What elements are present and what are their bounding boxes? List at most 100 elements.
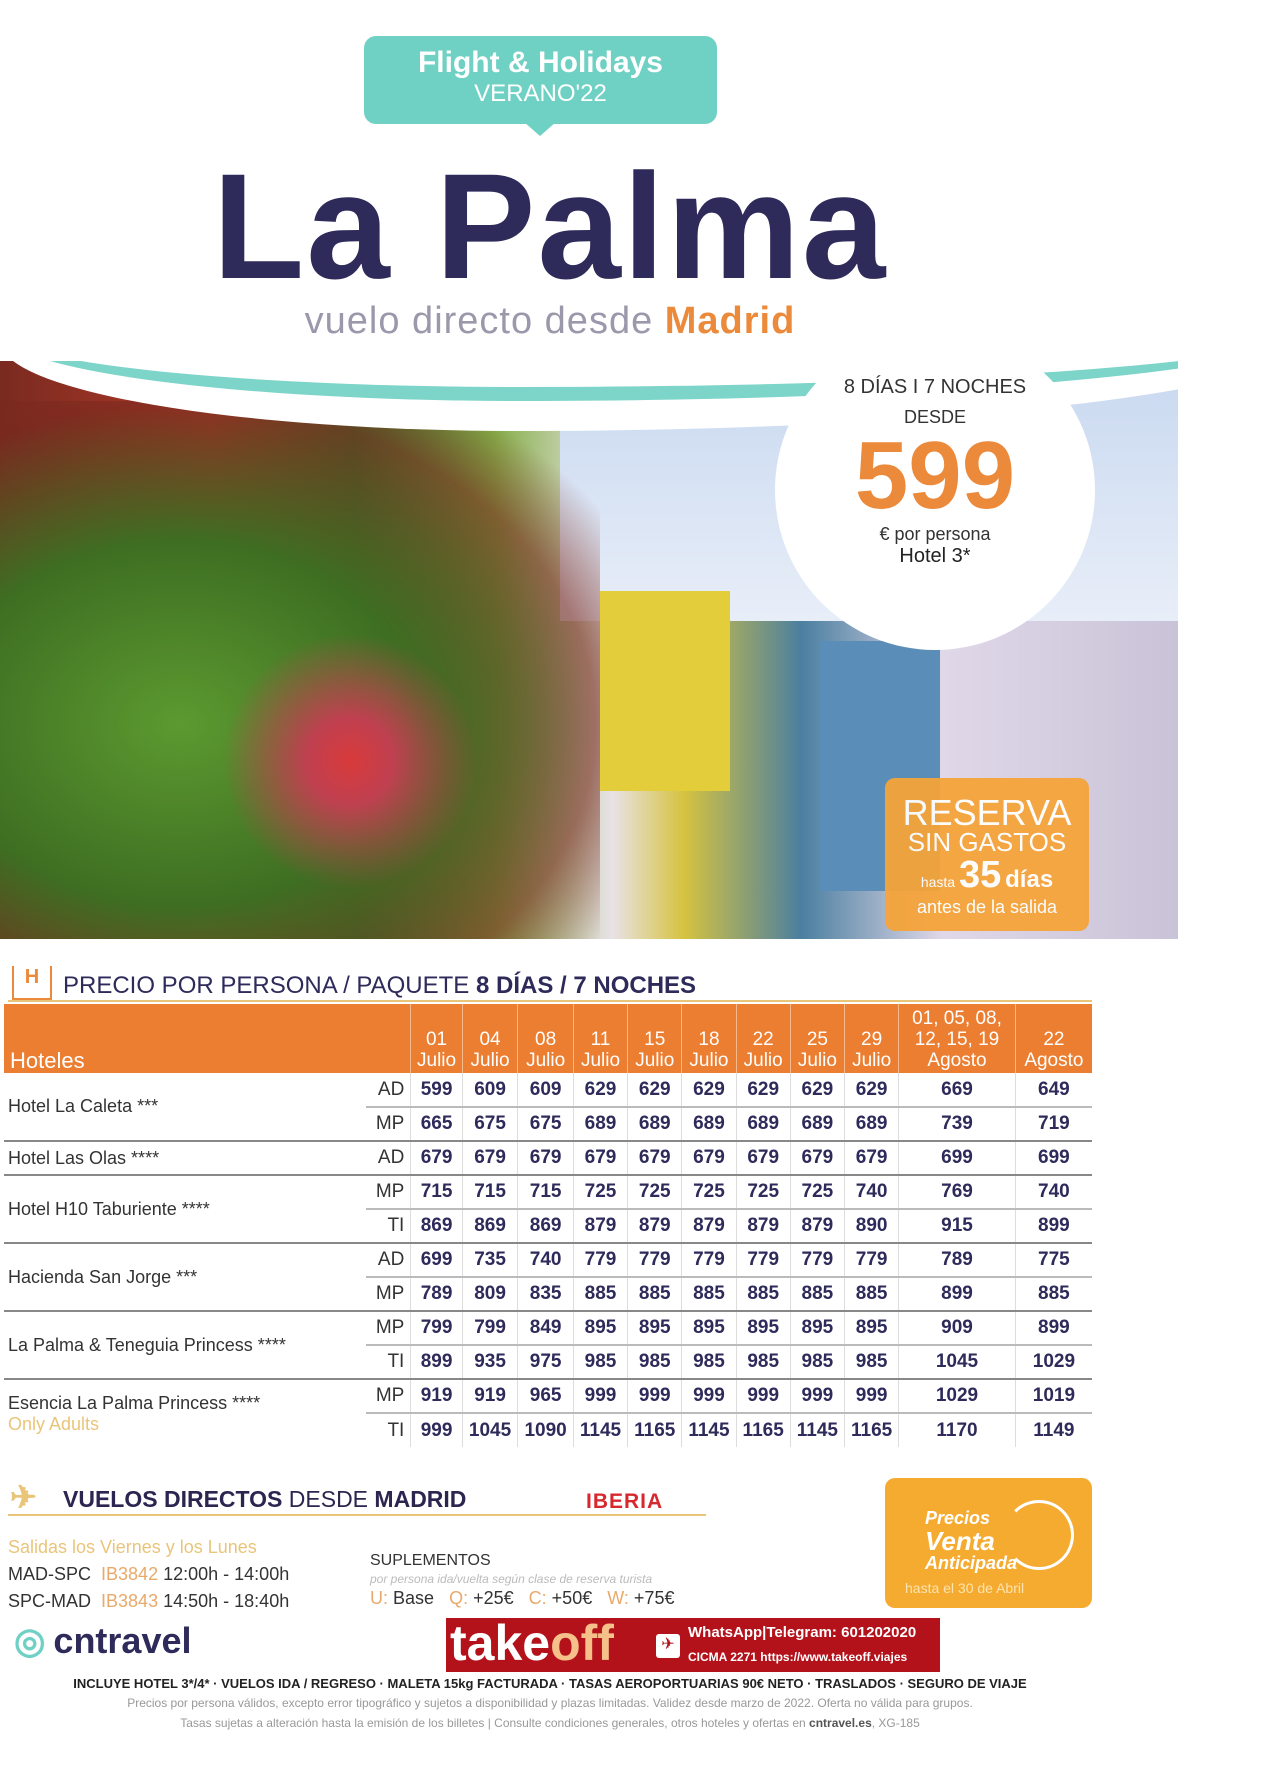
- price-cell: 849: [517, 1310, 574, 1345]
- advance-sale-badge: Precios Venta Anticipada hasta el 30 de …: [885, 1478, 1092, 1608]
- flights-title-3: MADRID: [374, 1486, 467, 1512]
- iberia-logo: IBERIA: [586, 1490, 664, 1513]
- price-cell: 629: [681, 1073, 737, 1107]
- price-cell: 1165: [843, 1412, 899, 1447]
- clock-icon: [1004, 1500, 1074, 1570]
- date-column-header: 04 Julio: [461, 1004, 518, 1073]
- duration: 8 DÍAS I 7 NOCHES: [843, 376, 1027, 398]
- price-cell: 740: [843, 1174, 899, 1209]
- price-cell: 869: [517, 1208, 574, 1243]
- price-circle: 8 DÍAS I 7 NOCHES DESDE 599 € por person…: [775, 330, 1095, 650]
- price-cell: 1029: [1014, 1344, 1092, 1379]
- price-cell: 689: [789, 1106, 845, 1141]
- flight-route: MAD-SPC IB3842 12:00h - 14:00h: [8, 1564, 290, 1584]
- regime: AD: [365, 1140, 411, 1175]
- advance-l2: Venta: [925, 1526, 995, 1556]
- regime: MP: [365, 1174, 411, 1209]
- table-row: Hotel H10 Taburiente **** MP 715 715 715 725 7…: [4, 1174, 1092, 1243]
- subtitle-text: vuelo directo desde: [304, 300, 665, 342]
- price-cell: 629: [789, 1073, 845, 1107]
- price-cell: 985: [735, 1344, 791, 1379]
- price-cell: 799: [410, 1310, 463, 1345]
- regime: AD: [365, 1242, 411, 1277]
- price-cell: 679: [789, 1140, 845, 1175]
- price-cell: 779: [789, 1242, 845, 1277]
- date-column-header: 29 Julio: [843, 1004, 899, 1073]
- price-cell: 715: [410, 1174, 463, 1209]
- regime: TI: [365, 1412, 411, 1447]
- price-cell: 789: [410, 1276, 463, 1311]
- regime: MP: [365, 1106, 411, 1141]
- hotel-name: Hotel Las Olas ****: [4, 1140, 366, 1175]
- hotel-note: Only Adults: [8, 1413, 100, 1434]
- price-cell: 629: [735, 1073, 791, 1107]
- brand-name: cntravel: [53, 1620, 192, 1661]
- price-cell: 1149: [1014, 1412, 1092, 1447]
- date-column-header: 22 Agosto: [1014, 1004, 1092, 1073]
- price-cell: 899: [1014, 1208, 1092, 1243]
- table-row: Hotel La Caleta *** AD 599 609 609 629 629 629 6…: [4, 1073, 1092, 1116]
- date-column-header: 22 Julio: [735, 1004, 791, 1073]
- price-cell: 1145: [789, 1412, 845, 1447]
- price-unit: € por persona: [879, 524, 991, 544]
- hotel-category: Hotel 3*: [899, 545, 971, 567]
- takeoff-contact: WhatsApp|Telegram: 601202020: [688, 1624, 917, 1641]
- plane-icon: ✈: [656, 1634, 680, 1658]
- price-cell: 885: [681, 1276, 737, 1311]
- price-cell: 885: [843, 1276, 899, 1311]
- price-cell: 609: [517, 1073, 574, 1107]
- price-cell: 725: [572, 1174, 628, 1209]
- date-column-header: 01, 05, 08, 12, 15, 19 Agosto: [898, 1004, 1016, 1073]
- price-cell: 985: [843, 1344, 899, 1379]
- date-column-header: 18 Julio: [681, 1004, 737, 1073]
- date-column-header: 08 Julio: [517, 1004, 574, 1073]
- price-cell: 999: [572, 1378, 628, 1413]
- regime: AD: [377, 1078, 405, 1100]
- price-cell: 789: [898, 1242, 1016, 1277]
- price-cell: 999: [410, 1412, 463, 1447]
- price-cell: 689: [735, 1106, 791, 1141]
- disclaimer-1: Precios por persona válidos, excepto err…: [127, 1696, 973, 1710]
- airplane-icon: ✈: [10, 1479, 37, 1515]
- price-cell: 739: [898, 1106, 1016, 1141]
- price-cell: 649: [1014, 1073, 1092, 1107]
- table-row: TI 899 935 975 985 985 985 985 985 985 1045 1029: [4, 1344, 1092, 1379]
- price-cell: 1045: [898, 1344, 1016, 1379]
- price-cell: 679: [843, 1140, 899, 1175]
- price-cell: 895: [735, 1310, 791, 1345]
- price-cell: 679: [627, 1140, 682, 1175]
- price-cell: 885: [1014, 1276, 1092, 1311]
- price-section-title: H PRECIO POR PERSONA / PAQUETE 8 DÍAS / …: [8, 966, 1092, 1002]
- price: 599: [854, 422, 1016, 529]
- takeoff-banner: takeoff ✈ WhatsApp|Telegram: 601202020 C…: [446, 1615, 940, 1672]
- flights-title-1: VUELOS DIRECTOS: [63, 1486, 283, 1512]
- price-cell: 1045: [461, 1412, 518, 1447]
- regime: TI: [365, 1344, 411, 1379]
- price-cell: 779: [572, 1242, 628, 1277]
- price-cell: 629: [572, 1073, 628, 1107]
- flight-route: SPC-MAD IB3843 14:50h - 18:40h: [8, 1591, 290, 1611]
- price-cell: 1145: [572, 1412, 628, 1447]
- price-cell: 909: [898, 1310, 1016, 1345]
- table-row: Esencia La Palma Princess **** Only Adult…: [4, 1378, 1092, 1447]
- section-prefix: PRECIO POR PERSONA / PAQUETE: [63, 972, 476, 999]
- hotel-icon: H: [12, 966, 52, 1000]
- price-cell: 999: [789, 1378, 845, 1413]
- price-cell: 879: [735, 1208, 791, 1243]
- hotels-header: Hoteles: [4, 1004, 411, 1073]
- supplement-item: C: +50€: [528, 1588, 593, 1608]
- price-cell: 975: [517, 1344, 574, 1379]
- price-cell: 999: [843, 1378, 899, 1413]
- price-cell: 675: [517, 1106, 574, 1141]
- price-cell: 1165: [735, 1412, 791, 1447]
- price-cell: 689: [572, 1106, 628, 1141]
- regime: MP: [365, 1276, 411, 1311]
- supplements-note: por persona ida/vuelta según clase de re…: [370, 1572, 653, 1586]
- advance-l1: Precios: [925, 1508, 991, 1528]
- price-cell: 919: [461, 1378, 518, 1413]
- price-cell: 869: [410, 1208, 463, 1243]
- price-cell: 899: [410, 1344, 463, 1379]
- table-row: TI 999 1045 1090 1145 1165 1145 1165 1145 1165 117…: [4, 1412, 1092, 1447]
- price-cell: 985: [627, 1344, 682, 1379]
- hotel-name: Hotel H10 Taburiente ****: [4, 1174, 366, 1243]
